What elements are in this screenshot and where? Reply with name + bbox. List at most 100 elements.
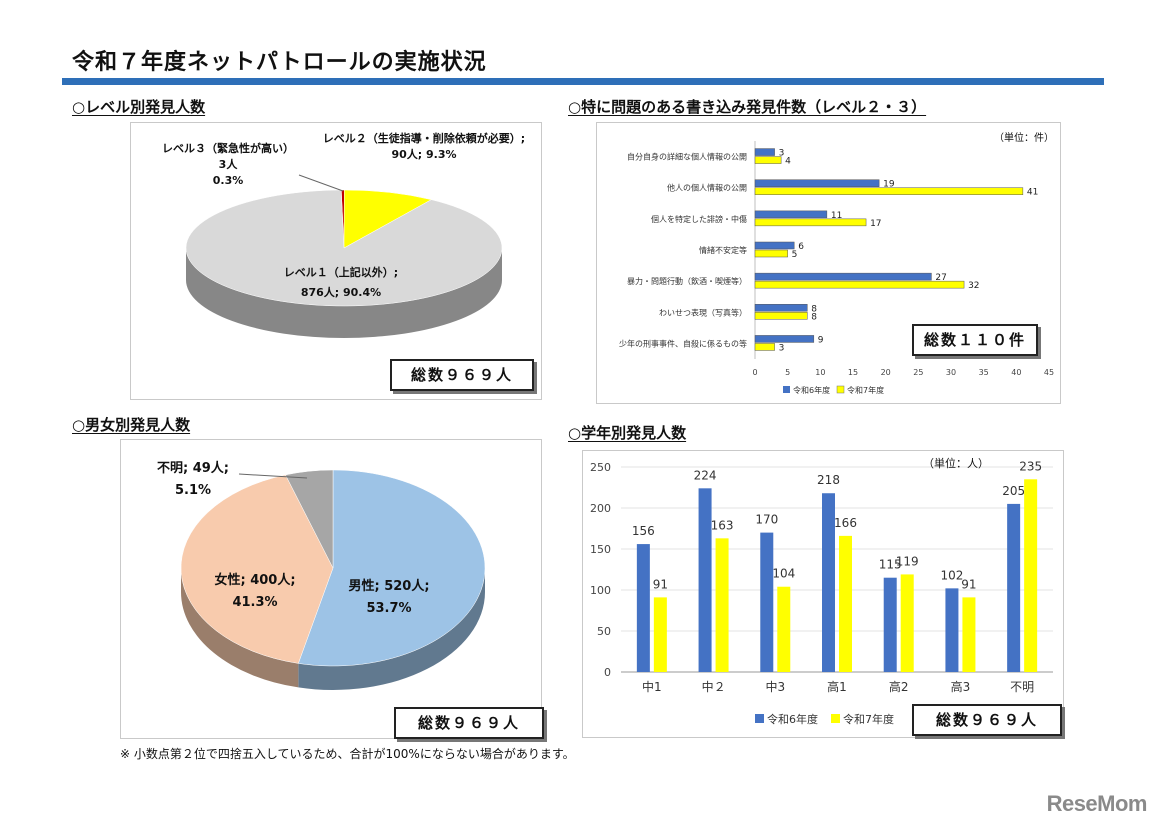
grade-data-label: 163 <box>711 518 734 532</box>
grade-data-label: 91 <box>961 577 976 591</box>
resemom-logo: ReseMom <box>1046 791 1148 816</box>
problem-x-tick: 0 <box>752 368 757 377</box>
level1-slice <box>185 189 503 307</box>
problem-bar-r6 <box>754 241 795 250</box>
grade-legend-label-r6: 令和6年度 <box>767 712 818 726</box>
problem-bar-r7 <box>754 312 808 320</box>
level3-name: レベル３（緊急性が高い） <box>162 142 294 155</box>
problem-x-tick: 40 <box>1011 368 1021 377</box>
grade-data-label: 235 <box>1019 459 1042 473</box>
level3-leader-line <box>298 174 344 192</box>
problem-data-label: 3 <box>779 343 785 353</box>
problem-x-tick: 5 <box>785 368 790 377</box>
problem-x-tick: 15 <box>848 368 858 377</box>
level1-slice-side <box>186 248 502 338</box>
problem-category-label: 他人の個人情報の公開 <box>667 183 747 193</box>
grade-bar-r6 <box>883 577 897 672</box>
grade-chart-panel: 0 50 100 150 200 250 中1 156 91 中２ 224 163 中3 170 104 高1… <box>582 450 1064 738</box>
problem-bar-r6 <box>754 210 828 219</box>
problem-section-heading: ○特に問題のある書き込み発見件数（レベル２・３） <box>568 98 927 116</box>
grade-data-label: 170 <box>755 513 778 527</box>
male-slice <box>297 469 486 667</box>
unknown-slice <box>285 469 334 569</box>
level2-name: レベル２（生徒指導・削除依頼が必要）; <box>322 132 526 145</box>
legend-swatch-r6 <box>783 386 790 393</box>
problem-data-label: 8 <box>811 312 817 322</box>
page-title: 令和７年度ネットパトロールの実施状況 <box>72 50 487 75</box>
problem-category-label: わいせつ表現（写真等） <box>659 307 747 317</box>
problem-bar-r6 <box>754 148 775 156</box>
grade-y-tick: 50 <box>597 625 611 638</box>
grade-bar-r6 <box>822 493 835 672</box>
problem-category-label: 個人を特定した誹謗・中傷 <box>651 214 747 224</box>
unknown-name: 不明; 49人; <box>156 461 229 476</box>
level3-pct: 0.3% <box>212 174 244 187</box>
level1-name: レベル１（上記以外）; <box>283 266 399 279</box>
problem-x-tick: 25 <box>913 368 923 377</box>
grade-data-label: 166 <box>834 516 857 530</box>
problem-unit-label: （単位：件） <box>994 133 1054 144</box>
grade-y-tick: 200 <box>590 502 611 515</box>
grade-data-label: 218 <box>817 473 840 487</box>
level2-label: レベル２（生徒指導・削除依頼が必要）; 90人; 9.3% <box>309 131 539 163</box>
grade-data-label: 115 <box>879 558 902 572</box>
gender-total-box: 総数９６９人 <box>394 707 544 739</box>
problem-data-label: 17 <box>870 219 881 229</box>
problem-data-label: 4 <box>785 157 791 167</box>
problem-category-label: 自分自身の詳細な個人情報の公開 <box>627 152 747 162</box>
grade-bar-r7 <box>715 538 729 672</box>
level-section-heading: ○レベル別発見人数 <box>72 98 206 116</box>
problem-data-label: 19 <box>883 180 895 190</box>
problem-data-label: 32 <box>968 281 979 291</box>
grade-category-label: 高3 <box>951 679 971 694</box>
problem-data-label: 9 <box>818 335 824 345</box>
grade-unit-label: （単位：人） <box>923 457 989 470</box>
footnote: ※ 小数点第２位で四捨五入しているため、合計が100%にならない場合があります。 <box>120 747 575 761</box>
legend-swatch-r7 <box>836 385 845 394</box>
problem-data-label: 11 <box>831 211 842 221</box>
problem-bar-r6 <box>754 304 808 312</box>
female-name: 女性; 400人; <box>214 573 296 588</box>
grade-bar-r7 <box>962 597 976 672</box>
problem-data-label: 3 <box>779 149 785 159</box>
problem-data-label: 8 <box>811 304 817 314</box>
female-label: 女性; 400人; 41.3% <box>195 570 315 614</box>
grade-category-label: 中3 <box>765 679 785 694</box>
grade-category-label: 不明 <box>1010 680 1034 694</box>
problem-x-tick: 45 <box>1044 368 1054 377</box>
grade-bar-chart: 0 50 100 150 200 250 中1 156 91 中２ 224 163 中3 170 104 高1… <box>590 459 1053 726</box>
grade-data-label: 119 <box>896 554 919 568</box>
problem-bar-r6 <box>754 335 815 343</box>
problem-total-box: 総数１１０件 <box>912 324 1038 356</box>
level-total-box: 総数９６９人 <box>390 359 534 391</box>
grade-data-label: 205 <box>1002 484 1025 498</box>
grade-legend-swatch-r6 <box>755 714 764 723</box>
gender-section-heading: ○男女別発見人数 <box>72 416 191 434</box>
grade-bar-r7 <box>1024 479 1038 672</box>
problem-bar-r7 <box>754 249 788 258</box>
male-pct: 53.7% <box>366 601 412 616</box>
problem-category-label: 少年の刑事事件、自殺に係るもの等 <box>619 338 747 348</box>
problem-bar-r7 <box>754 187 1024 195</box>
grade-bar-r6 <box>636 544 650 672</box>
problem-bar-r7 <box>754 156 782 164</box>
grade-bar-r6 <box>760 532 774 672</box>
level3-label: レベル３（緊急性が高い） 3人 0.3% <box>153 141 303 189</box>
grade-bar-r6 <box>1007 503 1021 672</box>
male-name: 男性; 520人; <box>348 579 430 594</box>
male-label: 男性; 520人; 53.7% <box>329 576 449 620</box>
grade-bar-r7 <box>900 574 914 672</box>
grade-section-heading: ○学年別発見人数 <box>568 424 687 442</box>
problem-bar-r7 <box>754 280 965 289</box>
grade-bar-r6 <box>698 488 712 672</box>
unknown-label: 不明; 49人; 5.1% <box>143 458 243 502</box>
legend-label-r6: 令和6年度 <box>793 385 830 395</box>
problem-bar-r6 <box>754 272 932 281</box>
problem-chart-panel: 0 5 10 15 20 25 30 35 40 45 自分自身の詳細な個人情報の公開 3 4 他人の個人… <box>596 122 1061 404</box>
grade-total-box: 総数９６９人 <box>912 704 1062 736</box>
problem-bar-r7 <box>754 218 867 227</box>
grade-category-label: 中1 <box>642 679 662 694</box>
unknown-leader-line <box>238 473 308 479</box>
level2-slice <box>343 189 433 249</box>
